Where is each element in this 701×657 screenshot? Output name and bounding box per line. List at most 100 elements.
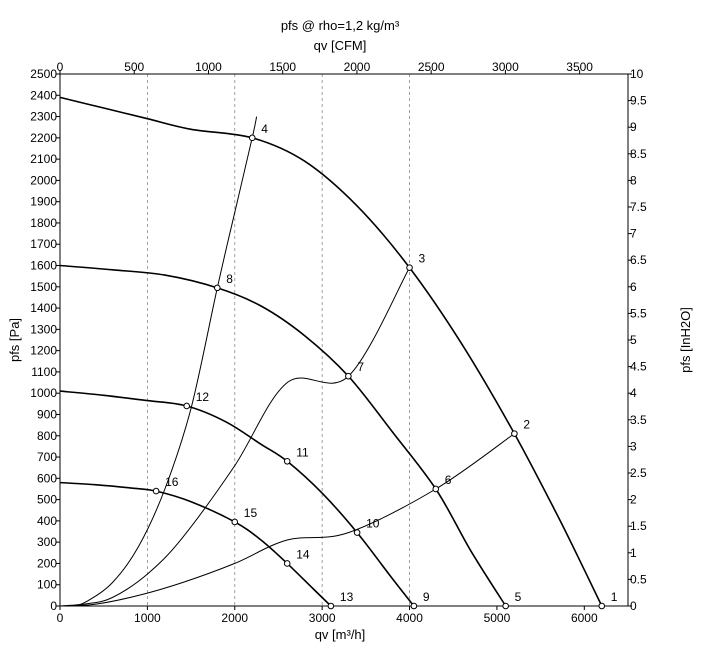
grid-lines (146, 74, 410, 606)
y2-tick-label: 0.5 (630, 572, 647, 586)
x2-axis-label: qv [CFM] (314, 38, 367, 53)
operating-point-label: 13 (340, 590, 354, 604)
y2-tick-label: 1.5 (630, 519, 647, 533)
operating-point-marker (410, 602, 418, 610)
y-tick-label: 2400 (30, 88, 57, 102)
plot-frame (59, 73, 629, 607)
operating-point-marker (406, 264, 413, 271)
y-tick-label: 300 (37, 535, 57, 549)
operating-point-label: 8 (226, 272, 233, 286)
y2-tick-label: 8 (630, 173, 637, 187)
operating-point-label: 15 (244, 506, 258, 520)
operating-point-label: 7 (357, 360, 364, 374)
system-curve (59, 116, 258, 607)
y-tick-label: 2000 (30, 173, 57, 187)
x-axis-label: qv [m³/h] (315, 627, 366, 642)
y2-tick-label: 9 (630, 120, 637, 134)
operating-point-marker (511, 430, 518, 437)
operating-point-marker (432, 485, 440, 493)
operating-point-marker (502, 602, 509, 610)
operating-point-label: 9 (423, 590, 430, 604)
y-axis-label: pfs [Pa] (7, 318, 22, 362)
y2-tick-label: 9.5 (630, 94, 647, 108)
y-tick-label: 1600 (30, 259, 57, 273)
operating-point-marker (152, 487, 160, 495)
operating-point-label: 3 (419, 252, 426, 266)
x2-tick-label: 0 (57, 60, 64, 74)
y-tick-label: 900 (37, 407, 57, 421)
y-tick-label: 1500 (30, 280, 57, 294)
operating-point-label: 4 (261, 122, 268, 136)
operating-point-label: 1 (611, 590, 618, 604)
operating-point-label: 12 (196, 390, 210, 404)
y2-tick-label: 1 (630, 546, 637, 560)
x2-tick-label: 500 (124, 60, 144, 74)
y2-tick-label: 2.5 (630, 466, 647, 480)
y-tick-label: 1000 (30, 386, 57, 400)
x2-tick-label: 1500 (269, 60, 296, 74)
y-tick-label: 2300 (30, 110, 57, 124)
fan-curve (59, 96, 603, 607)
x2-tick-label: 3500 (566, 60, 593, 74)
x-tick-label: 3000 (309, 611, 336, 625)
operating-point-label: 14 (296, 547, 310, 561)
y-tick-label: 1700 (30, 237, 57, 251)
x-tick-label: 4000 (396, 611, 423, 625)
operating-point-marker (353, 529, 361, 536)
y-tick-label: 1200 (30, 344, 57, 358)
operating-point-label: 5 (515, 590, 522, 604)
y-tick-label: 1400 (30, 301, 57, 315)
y-tick-label: 600 (37, 471, 57, 485)
y-tick-label: 2200 (30, 131, 57, 145)
operating-point-marker (283, 457, 291, 465)
y-tick-label: 800 (37, 429, 57, 443)
operating-point-label: 16 (165, 475, 179, 489)
operating-point-marker (213, 284, 221, 292)
y-tick-label: 2100 (30, 152, 57, 166)
operating-point-label: 11 (296, 445, 309, 459)
y-tick-label: 1100 (31, 365, 57, 379)
y-tick-label: 700 (37, 450, 57, 464)
operating-point-marker (327, 602, 335, 610)
x-tick-label: 2000 (221, 611, 248, 625)
y-tick-label: 100 (37, 578, 57, 592)
y-tick-label: 0 (50, 599, 57, 613)
x-tick-label: 6000 (571, 611, 598, 625)
operating-point-marker (231, 518, 239, 526)
y2-tick-label: 8.5 (630, 147, 647, 161)
fan-curve (59, 264, 507, 607)
x-tick-label: 0 (57, 611, 64, 625)
fan-curve (59, 390, 415, 607)
fan-curve (59, 481, 332, 607)
y2-tick-label: 3 (630, 439, 637, 453)
y2-tick-label: 5.5 (630, 306, 647, 320)
y2-tick-label: 7.5 (630, 200, 647, 214)
y2-tick-label: 4.5 (630, 360, 647, 374)
operating-point-label: 6 (445, 473, 452, 487)
y-tick-label: 2500 (30, 67, 57, 81)
operating-point-label: 2 (523, 418, 530, 432)
y-tick-label: 1900 (30, 195, 57, 209)
y2-tick-label: 4 (630, 386, 637, 400)
y2-tick-label: 5 (630, 333, 637, 347)
y-tick-label: 1800 (30, 216, 57, 230)
system-curve (59, 433, 515, 607)
y2-tick-label: 2 (630, 493, 637, 507)
chart-title: pfs @ rho=1,2 kg/m³ (281, 18, 400, 33)
operating-point-marker (248, 134, 256, 142)
x-tick-label: 5000 (484, 611, 511, 625)
y2-axis-label: pfs [InH2O] (678, 307, 693, 373)
y2-tick-label: 10 (630, 67, 644, 81)
x2-tick-label: 1000 (195, 60, 222, 74)
operating-point-marker (598, 602, 606, 610)
x2-tick-label: 3000 (492, 60, 519, 74)
y-tick-label: 1300 (30, 322, 57, 336)
y2-tick-label: 3.5 (630, 413, 647, 427)
operating-point-marker (283, 560, 291, 567)
x2-tick-label: 2500 (418, 60, 445, 74)
y2-tick-label: 6 (630, 280, 637, 294)
y-tick-label: 200 (37, 556, 57, 570)
